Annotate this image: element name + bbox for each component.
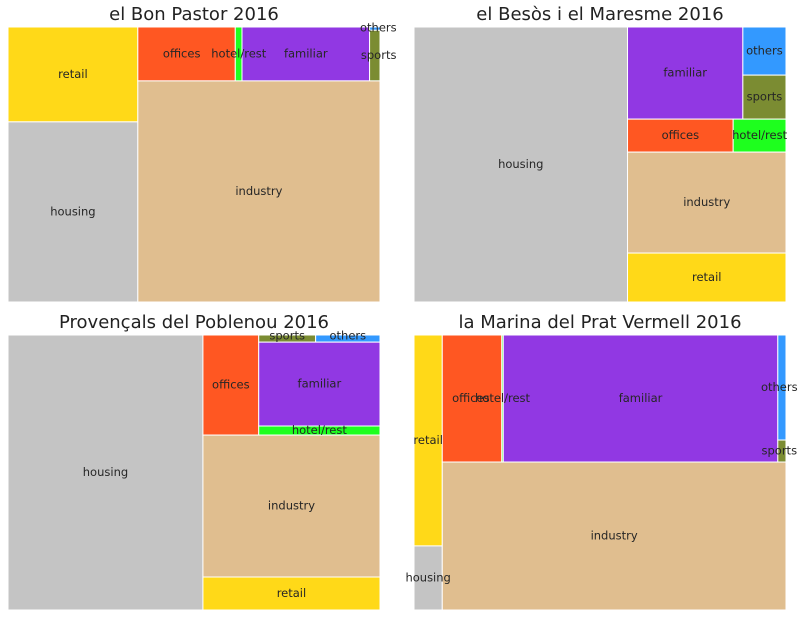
treemap-label-others: others [761, 380, 798, 394]
treemap-label-sports: sports [762, 444, 798, 458]
treemap-label-others: others [746, 44, 783, 58]
treemap-label-sports: sports [269, 329, 305, 343]
treemap-label-familiar: familiar [663, 66, 707, 80]
treemap-label-housing: housing [405, 570, 450, 584]
treemap-block-sports [742, 74, 787, 120]
treemap-label-others: others [330, 329, 367, 343]
treemap-block-industry [137, 80, 381, 303]
treemap-label-retail: retail [413, 433, 443, 447]
treemap-panel-marina-prat-vermell: la Marina del Prat Vermell 2016 retail ho… [405, 309, 798, 611]
treemap-block-retail [202, 576, 381, 611]
treemap-label-others: others [360, 21, 397, 35]
treemap-label-hotel-rest: hotel/rest [732, 128, 788, 142]
treemap-label-industry: industry [683, 195, 730, 209]
treemap-panel-bon-pastor: el Bon Pastor 2016 retail housing offices h… [7, 0, 397, 303]
treemap-block-familiar [502, 334, 779, 463]
treemap-block-industry [627, 151, 787, 254]
treemap-block-familiar [627, 26, 744, 120]
treemap-block-housing [7, 334, 204, 611]
treemap-block-housing [413, 26, 629, 303]
treemap-label-industry: industry [268, 499, 315, 513]
treemap-block-housing [7, 121, 139, 303]
treemap-plot: housing familiar others sports offices hotel/… [413, 26, 788, 303]
treemap-label-retail: retail [277, 586, 307, 600]
treemap-block-retail [627, 252, 787, 303]
treemap-label-offices: offices [452, 391, 490, 405]
treemap-label-sports: sports [747, 90, 783, 104]
treemap-block-industry [441, 461, 787, 611]
treemap-label-hotel-rest: hotel/rest [475, 391, 531, 405]
treemap-plot: housing offices sports others familiar hotel/… [7, 329, 381, 611]
treemap-block-housing [413, 545, 443, 611]
treemap-label-retail: retail [58, 67, 88, 81]
treemap-block-others [742, 26, 787, 76]
treemap-label-industry: industry [235, 184, 282, 198]
treemap-panel-provencals-poblenou: Provençals del Poblenou 2016 housing offi… [7, 309, 381, 611]
treemap-label-offices: offices [163, 46, 201, 60]
treemap-label-housing: housing [50, 204, 95, 218]
treemap-label-hotel-rest: hotel/rest [292, 423, 348, 437]
treemap-label-housing: housing [83, 465, 128, 479]
treemap-label-retail: retail [692, 270, 722, 284]
chart-title: el Besòs i el Maresme 2016 [476, 4, 724, 25]
treemap-block-offices [441, 334, 503, 463]
chart-title: Provençals del Poblenou 2016 [58, 312, 330, 333]
chart-title: la Marina del Prat Vermell 2016 [458, 312, 742, 333]
treemap-panel-besos-maresme: el Besòs i el Maresme 2016 housing famili… [413, 0, 788, 303]
treemap-label-sports: sports [361, 48, 397, 62]
chart-title: el Bon Pastor 2016 [109, 4, 279, 25]
treemap-block-retail [413, 334, 443, 547]
treemap-block-retail [7, 26, 139, 123]
treemap-block-offices [137, 26, 236, 82]
treemap-block-offices [202, 334, 260, 436]
treemap-block-familiar [258, 341, 381, 427]
treemap-label-familiar: familiar [298, 377, 342, 391]
treemap-label-familiar: familiar [284, 46, 328, 60]
treemap-label-offices: offices [212, 378, 250, 392]
treemap-label-industry: industry [591, 529, 638, 543]
treemap-label-housing: housing [498, 157, 543, 171]
treemap-label-offices: offices [662, 128, 700, 142]
treemap-block-hotel-rest [732, 118, 787, 153]
treemap-label-familiar: familiar [619, 391, 663, 405]
treemap-plot: retail housing offices hotel/rest familiar ot… [7, 21, 397, 303]
treemap-label-hotel-rest: hotel/rest [211, 46, 267, 60]
